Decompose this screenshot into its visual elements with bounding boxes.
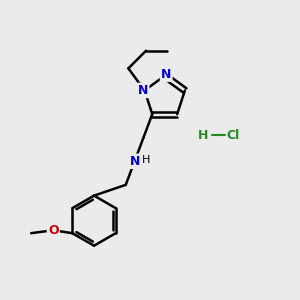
Text: H: H: [198, 129, 208, 142]
Text: N: N: [129, 155, 140, 168]
Text: Cl: Cl: [226, 129, 240, 142]
Text: N: N: [138, 84, 148, 97]
Text: H: H: [142, 155, 150, 165]
Text: N: N: [161, 68, 171, 81]
Text: O: O: [48, 224, 58, 237]
